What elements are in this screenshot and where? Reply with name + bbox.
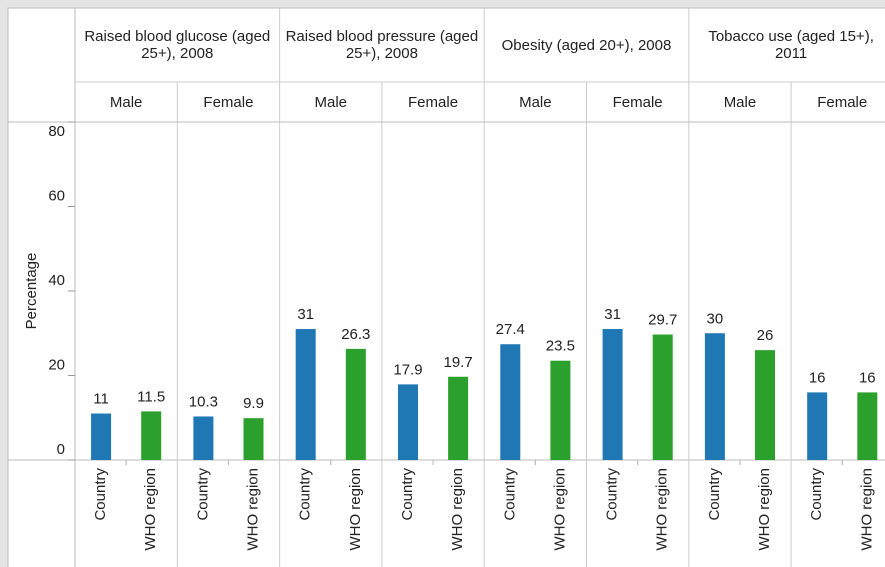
value-label: 30: [707, 310, 724, 327]
x-tick-label: Country: [501, 468, 518, 521]
value-label: 26: [757, 327, 774, 344]
bar: [345, 348, 366, 460]
facet-title: Raised blood glucose (aged 25+), 2008: [84, 28, 271, 62]
x-tick-label: WHO region: [858, 468, 875, 551]
value-label: 26.3: [341, 326, 370, 343]
value-label: 17.9: [393, 361, 422, 378]
subcategory-label: Female: [612, 93, 663, 111]
bar: [243, 418, 264, 460]
y-tick-label: 40: [48, 272, 65, 289]
panel: [7, 7, 885, 567]
bar: [807, 392, 828, 460]
value-label: 19.7: [444, 354, 473, 371]
facet-title: Tobacco use (aged 15+), 2011: [708, 28, 874, 62]
subcategory-label: Male: [519, 93, 552, 111]
facet-title: Obesity (aged 20+), 2008: [501, 36, 672, 54]
value-label: 11: [93, 391, 109, 408]
x-tick-label: Country: [297, 468, 314, 521]
y-tick-label: 80: [48, 123, 65, 140]
y-axis-label: Percentage: [23, 253, 40, 330]
bar: [652, 334, 673, 460]
x-tick-label: WHO region: [142, 468, 159, 551]
value-label: 27.4: [496, 321, 525, 338]
bar: [550, 360, 571, 460]
bar: [193, 416, 214, 460]
value-label: 31: [297, 306, 314, 323]
subcategory-label: Female: [203, 93, 254, 111]
facet-title: Raised blood pressure (aged 25+), 2008: [285, 28, 479, 62]
subcategory-label: Female: [408, 93, 459, 111]
bar: [295, 329, 316, 460]
subcategory-label: Female: [817, 93, 868, 111]
subcategory-label: Male: [723, 93, 757, 111]
bar: [91, 413, 112, 460]
x-tick-label: Country: [604, 468, 621, 521]
bar: [500, 344, 521, 460]
y-tick-label: 0: [57, 441, 65, 458]
y-tick-label: 20: [48, 357, 65, 374]
x-tick-label: Country: [706, 468, 723, 521]
bar: [704, 333, 725, 460]
value-label: 16: [809, 369, 826, 386]
bar: [602, 329, 623, 460]
subcategory-label: Male: [109, 93, 143, 111]
bar: [397, 384, 418, 460]
x-tick-label: WHO region: [244, 468, 261, 551]
subcategory-label: Male: [314, 93, 347, 111]
bar: [755, 350, 776, 460]
x-tick-label: Country: [194, 468, 211, 521]
value-label: 29.7: [648, 312, 677, 329]
y-tick-label: 60: [48, 188, 65, 205]
x-tick-label: WHO region: [551, 468, 568, 551]
x-tick-label: WHO region: [654, 468, 671, 551]
bar: [141, 411, 162, 460]
x-tick-label: Country: [92, 468, 109, 521]
value-label: 16: [859, 369, 876, 386]
x-tick-label: Country: [399, 468, 416, 521]
value-label: 9.9: [243, 395, 264, 412]
value-label: 23.5: [546, 338, 575, 355]
value-label: 31: [604, 306, 621, 323]
bar: [857, 392, 878, 460]
x-tick-label: WHO region: [756, 468, 773, 551]
x-tick-label: WHO region: [449, 468, 466, 551]
bar: [448, 376, 469, 460]
value-label: 11.5: [137, 388, 165, 405]
x-tick-label: Country: [808, 468, 825, 521]
value-label: 10.3: [189, 393, 218, 410]
x-tick-label: WHO region: [347, 468, 364, 551]
